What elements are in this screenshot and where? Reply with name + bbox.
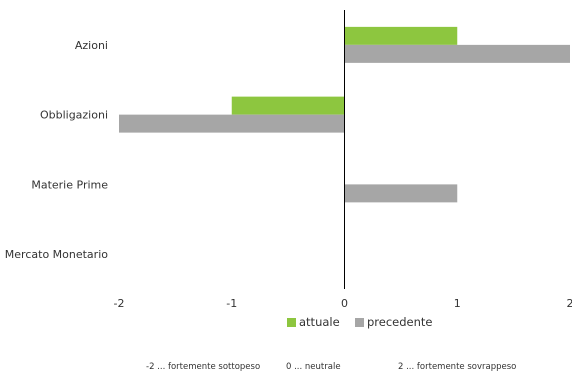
scale-footnote: 0 ... neutrale	[286, 362, 341, 372]
category-label: Mercato Monetario	[5, 248, 108, 261]
x-tick-label: -1	[226, 297, 237, 310]
legend-swatch-attuale	[287, 318, 296, 327]
scale-footnote: 2 ... fortemente sovrappeso	[398, 362, 516, 372]
category-label: Materie Prime	[31, 178, 108, 191]
category-label: Azioni	[75, 39, 108, 52]
bar-attuale-obbligazioni	[232, 97, 345, 115]
bar-attuale-azioni	[345, 27, 458, 45]
legend-label-precedente: precedente	[367, 315, 433, 329]
bar-precedente-materie-prime	[345, 184, 458, 202]
category-label: Obbligazioni	[40, 109, 108, 122]
x-tick-label: 2	[567, 297, 572, 310]
x-tick-label: 0	[341, 297, 348, 310]
bar-precedente-azioni	[345, 45, 571, 63]
x-tick-label: 1	[454, 297, 461, 310]
legend-label-attuale: attuale	[299, 315, 340, 329]
x-tick-label: -2	[114, 297, 125, 310]
legend-swatch-precedente	[355, 318, 364, 327]
bar-precedente-obbligazioni	[119, 115, 345, 133]
scale-footnote: -2 ... fortemente sottopeso	[146, 362, 260, 372]
